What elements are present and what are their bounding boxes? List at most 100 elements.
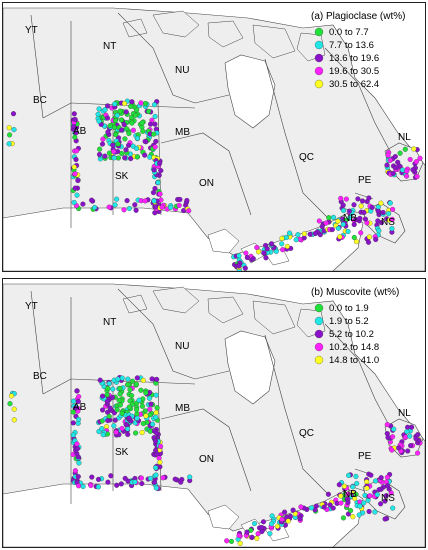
sample-point [260,519,267,525]
sample-point [142,138,148,144]
sample-point [153,392,159,398]
sample-point [408,443,414,449]
sample-point [285,518,291,524]
sample-point [129,378,136,384]
sample-point [282,509,288,515]
sample-point [243,250,249,256]
sample-point [237,540,243,546]
sample-point [389,216,395,222]
sample-point [255,249,262,255]
sample-point [11,406,17,412]
sample-point [126,415,132,421]
sample-point [312,230,318,237]
sample-point [184,197,190,204]
sample-point [307,231,313,237]
province-label-ns: NS [381,493,395,504]
province-border [117,12,196,104]
sample-point [105,103,111,109]
sample-point [157,459,163,465]
sample-point [380,209,386,216]
sample-point [338,195,344,201]
sample-point [364,479,370,485]
sample-point [397,150,403,156]
province-label-ab: AB [73,126,87,137]
legend-swatch [314,355,324,365]
sample-point [176,202,182,208]
sample-point [122,475,128,481]
sample-point [396,445,402,451]
sample-point [129,114,135,121]
legend-swatch [314,40,324,50]
sample-point [345,491,351,497]
hudson-bay [224,330,276,405]
sample-point [335,225,341,231]
arctic-island [252,300,296,335]
sample-point [140,421,146,427]
sample-point [104,392,110,398]
sample-point [168,204,174,210]
province-border [264,58,329,219]
sample-point [340,221,346,227]
sample-point [376,487,382,493]
arctic-island [252,24,296,59]
sample-point [125,376,131,382]
sample-point [92,204,98,211]
province-border [324,323,392,430]
sample-point [89,197,95,203]
province-label-nb: NB [343,489,357,500]
province-border [160,132,252,216]
sample-point [74,446,81,452]
sample-point [357,215,363,221]
sample-point [111,149,117,155]
sample-point [153,472,159,478]
sample-point [321,504,327,510]
sample-point [138,475,144,481]
sample-point [153,410,159,416]
sample-point [286,230,293,236]
sample-point [124,126,130,132]
sample-point [70,409,76,415]
sample-point [80,201,86,207]
sample-point [72,185,78,191]
sample-point [367,493,373,499]
sample-point [133,430,139,436]
sample-point [100,432,106,438]
sample-point [390,434,396,440]
sample-point [114,482,120,488]
sample-point [154,405,160,411]
sample-point [384,474,390,480]
sample-point [99,141,106,147]
sample-point [187,474,193,480]
sample-point [123,147,129,153]
sample-point [411,146,417,152]
sample-point [325,491,331,497]
sample-point [119,127,125,133]
sample-point [130,127,136,133]
province-border [30,290,44,395]
sample-point [383,493,389,499]
sample-point [158,443,164,449]
sample-point [354,480,360,487]
sample-point [108,473,114,479]
sample-point [330,505,336,511]
sample-point [264,246,270,252]
sample-point [143,413,149,419]
sample-point [117,402,123,408]
sample-point [96,151,103,158]
great-lake [207,504,240,530]
sample-point [114,112,120,118]
legend: (b) Muscovite (wt%) 0.0 to 1.9 1.9 to 5.2 5… [311,287,399,366]
sample-point [75,416,82,423]
sample-point [119,375,125,381]
province-label-pe: PE [358,175,372,186]
sample-point [72,405,79,411]
sample-point [89,474,95,480]
sample-point [153,447,159,454]
arctic-island [207,20,244,48]
sample-point [7,401,13,407]
sample-point [414,173,420,180]
sample-point [186,208,192,214]
sample-point [345,228,351,235]
sample-point [154,430,160,436]
sample-point [147,475,154,481]
